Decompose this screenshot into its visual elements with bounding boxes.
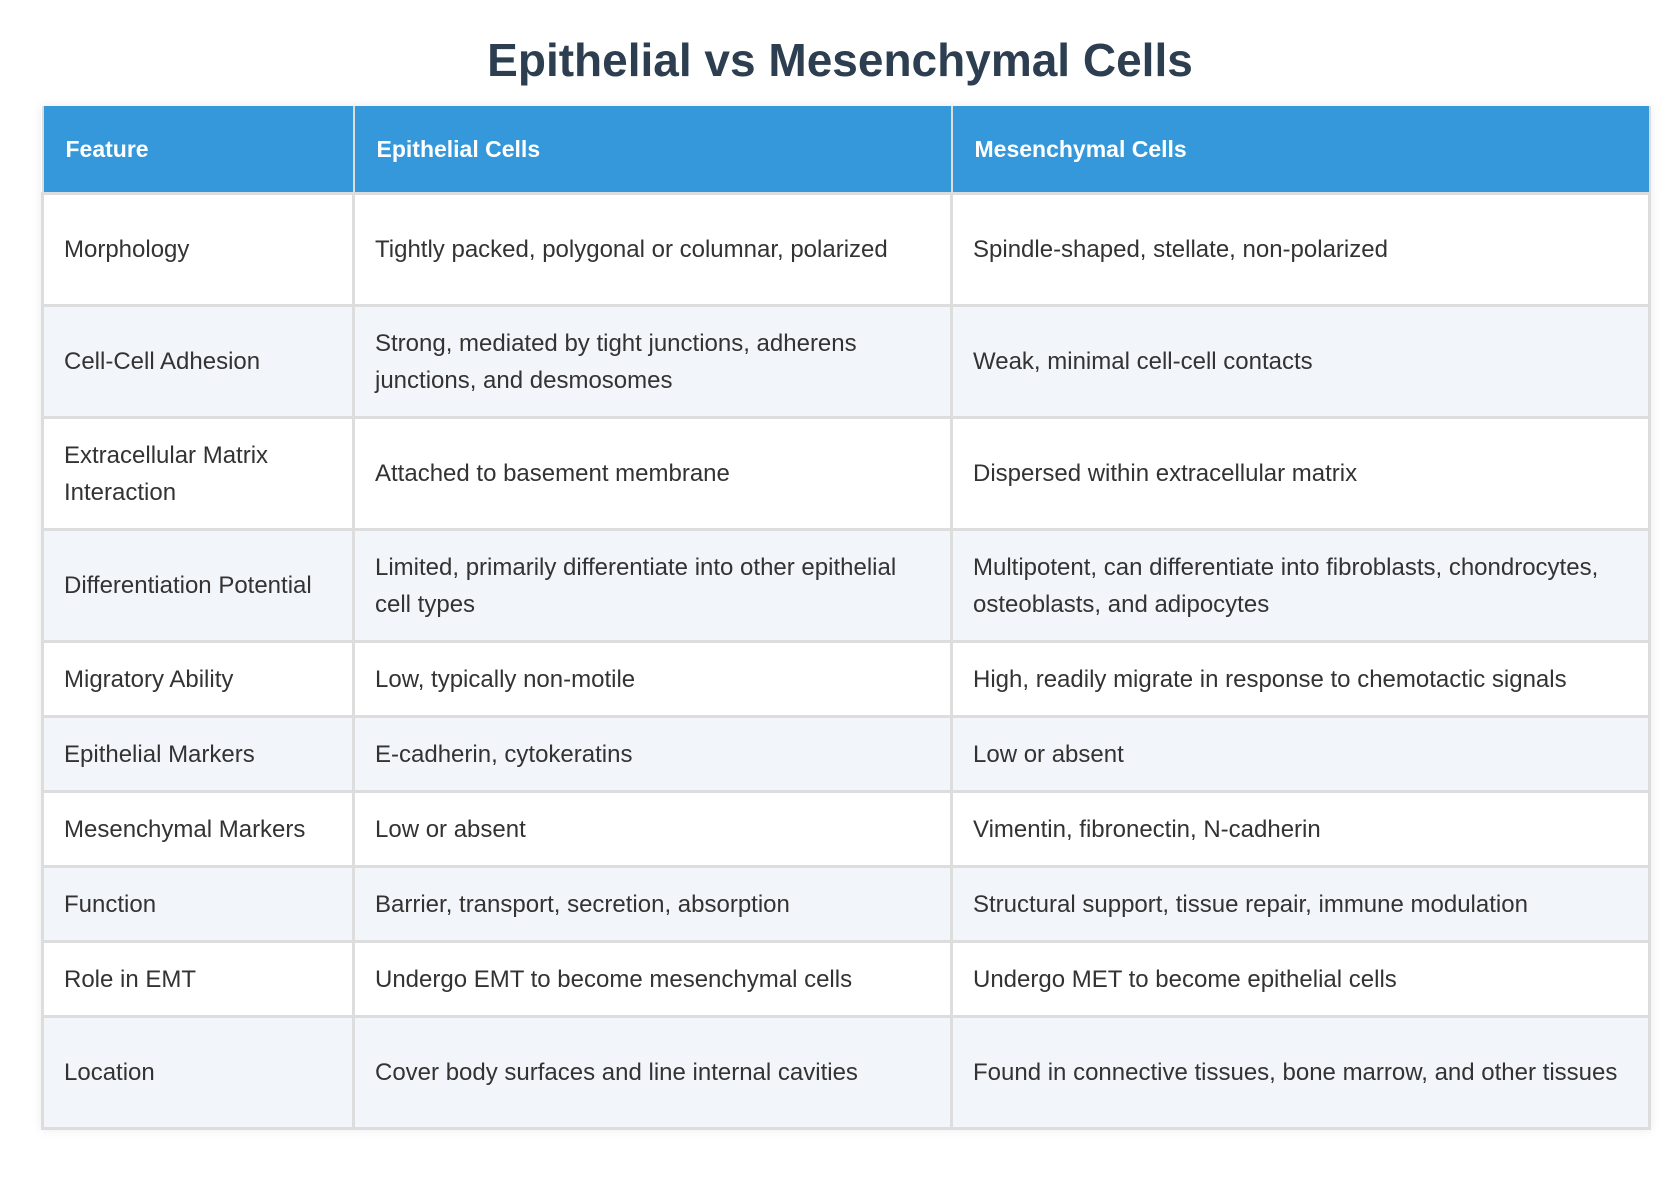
feature-cell: Cell-Cell Adhesion xyxy=(41,304,355,419)
feature-cell: Mesenchymal Markers xyxy=(41,790,355,868)
feature-cell: Morphology xyxy=(41,192,355,307)
epithelial-cell: Low or absent xyxy=(352,790,953,868)
comparison-table: Feature Epithelial Cells Mesenchymal Cel… xyxy=(41,106,1651,1130)
mesenchymal-cell: Dispersed within extracellular matrix xyxy=(950,416,1651,531)
feature-cell: Extracellular Matrix Interaction xyxy=(41,416,355,531)
feature-cell: Location xyxy=(41,1015,355,1130)
epithelial-cell: E-cadherin, cytokeratins xyxy=(352,715,953,793)
feature-cell: Epithelial Markers xyxy=(41,715,355,793)
table-row: Epithelial Markers E-cadherin, cytokerat… xyxy=(41,715,1651,793)
epithelial-cell: Strong, mediated by tight junctions, adh… xyxy=(352,304,953,419)
epithelial-cell: Tightly packed, polygonal or columnar, p… xyxy=(352,192,953,307)
mesenchymal-cell: Structural support, tissue repair, immun… xyxy=(950,865,1651,943)
feature-cell: Role in EMT xyxy=(41,940,355,1018)
mesenchymal-cell: Multipotent, can differentiate into fibr… xyxy=(950,528,1651,643)
mesenchymal-cell: Vimentin, fibronectin, N-cadherin xyxy=(950,790,1651,868)
table-row: Mesenchymal Markers Low or absent Viment… xyxy=(41,790,1651,868)
table-row: Function Barrier, transport, secretion, … xyxy=(41,865,1651,943)
epithelial-cell: Undergo EMT to become mesenchymal cells xyxy=(352,940,953,1018)
mesenchymal-cell: High, readily migrate in response to che… xyxy=(950,640,1651,718)
table-row: Role in EMT Undergo EMT to become mesenc… xyxy=(41,940,1651,1018)
page-title: Epithelial vs Mesenchymal Cells xyxy=(487,34,1193,86)
table-row: Morphology Tightly packed, polygonal or … xyxy=(41,192,1651,307)
header-epithelial: Epithelial Cells xyxy=(352,106,953,195)
table-body: Morphology Tightly packed, polygonal or … xyxy=(41,192,1651,1130)
mesenchymal-cell: Undergo MET to become epithelial cells xyxy=(950,940,1651,1018)
table-row: Location Cover body surfaces and line in… xyxy=(41,1015,1651,1130)
mesenchymal-cell: Low or absent xyxy=(950,715,1651,793)
epithelial-cell: Cover body surfaces and line internal ca… xyxy=(352,1015,953,1130)
feature-cell: Migratory Ability xyxy=(41,640,355,718)
header-row: Feature Epithelial Cells Mesenchymal Cel… xyxy=(41,106,1651,195)
epithelial-cell: Low, typically non-motile xyxy=(352,640,953,718)
table-row: Extracellular Matrix Interaction Attache… xyxy=(41,416,1651,531)
mesenchymal-cell: Found in connective tissues, bone marrow… xyxy=(950,1015,1651,1130)
header-feature: Feature xyxy=(41,106,355,195)
table-header: Feature Epithelial Cells Mesenchymal Cel… xyxy=(41,106,1651,195)
mesenchymal-cell: Weak, minimal cell-cell contacts xyxy=(950,304,1651,419)
table-row: Cell-Cell Adhesion Strong, mediated by t… xyxy=(41,304,1651,419)
feature-cell: Differentiation Potential xyxy=(41,528,355,643)
epithelial-cell: Barrier, transport, secretion, absorptio… xyxy=(352,865,953,943)
epithelial-cell: Limited, primarily differentiate into ot… xyxy=(352,528,953,643)
mesenchymal-cell: Spindle-shaped, stellate, non-polarized xyxy=(950,192,1651,307)
table-row: Differentiation Potential Limited, prima… xyxy=(41,528,1651,643)
header-mesenchymal: Mesenchymal Cells xyxy=(950,106,1651,195)
feature-cell: Function xyxy=(41,865,355,943)
epithelial-cell: Attached to basement membrane xyxy=(352,416,953,531)
table-row: Migratory Ability Low, typically non-mot… xyxy=(41,640,1651,718)
